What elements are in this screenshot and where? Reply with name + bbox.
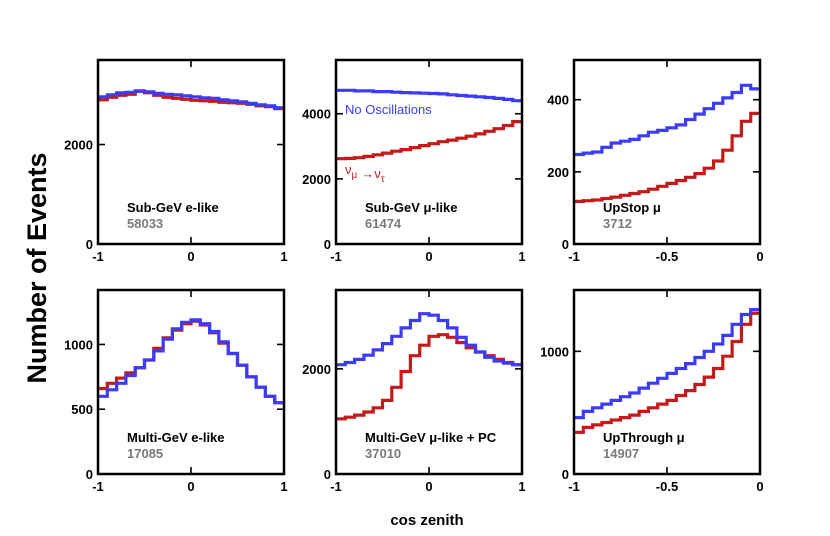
series-no-osc-line bbox=[574, 308, 760, 420]
series-no-osc-line bbox=[574, 83, 760, 157]
y-tick-label: 500 bbox=[71, 402, 93, 417]
plot-frame bbox=[96, 58, 286, 246]
x-tick-label: 1 bbox=[280, 479, 287, 494]
series-no-osc-line bbox=[98, 318, 284, 405]
panel-count: 17085 bbox=[127, 446, 163, 461]
y-tick-label: 2000 bbox=[302, 172, 331, 187]
x-axis-label: cos zenith bbox=[390, 512, 463, 529]
plot-frame bbox=[334, 288, 524, 476]
x-tick-label: 0 bbox=[187, 249, 194, 264]
series-osc-line bbox=[336, 120, 522, 161]
y-tick-label: 200 bbox=[547, 165, 569, 180]
x-tick-label: -1 bbox=[330, 249, 342, 264]
x-tick-label: 1 bbox=[280, 249, 287, 264]
panel-label: Multi-GeV e-like bbox=[127, 430, 225, 445]
x-tick-label: 1 bbox=[518, 479, 525, 494]
plot-frame bbox=[334, 58, 524, 246]
panel-count: 37010 bbox=[365, 446, 401, 461]
y-tick-label: 0 bbox=[324, 467, 331, 482]
y-tick-label: 0 bbox=[562, 237, 569, 252]
y-axis-label: Number of Events bbox=[22, 152, 52, 383]
y-tick-label: 0 bbox=[86, 467, 93, 482]
y-tick-label: 1000 bbox=[64, 337, 93, 352]
panel-count: 61474 bbox=[365, 216, 402, 231]
x-tick-label: 0 bbox=[756, 479, 763, 494]
panel-label: Multi-GeV μ-like + PC bbox=[365, 430, 497, 445]
panel-label: UpThrough μ bbox=[603, 430, 685, 445]
y-tick-label: 0 bbox=[86, 237, 93, 252]
series-osc-line bbox=[574, 311, 760, 434]
y-tick-label: 1000 bbox=[540, 344, 569, 359]
y-tick-label: 0 bbox=[324, 237, 331, 252]
x-tick-label: 0 bbox=[425, 249, 432, 264]
series-osc-line bbox=[98, 319, 284, 405]
y-tick-label: 2000 bbox=[302, 362, 331, 377]
series-no-osc-line bbox=[98, 89, 284, 110]
x-tick-label: 1 bbox=[518, 249, 525, 264]
x-tick-label: -1 bbox=[330, 479, 342, 494]
x-tick-label: -0.5 bbox=[656, 249, 678, 264]
x-tick-label: -1 bbox=[568, 249, 580, 264]
y-tick-label: 0 bbox=[562, 467, 569, 482]
panel-label: Sub-GeV e-like bbox=[127, 200, 219, 215]
panel-label: Sub-GeV μ-like bbox=[365, 200, 457, 215]
panel-count: 14907 bbox=[603, 446, 639, 461]
x-tick-label: 0 bbox=[425, 479, 432, 494]
panel-label: UpStop μ bbox=[603, 200, 661, 215]
series-no-osc-line bbox=[336, 312, 522, 367]
series-no-osc-line bbox=[336, 88, 522, 103]
annotation-no-oscillations: No Oscillations bbox=[345, 102, 432, 117]
series-osc-line bbox=[336, 333, 522, 421]
panel-count: 58033 bbox=[127, 216, 163, 231]
x-tick-label: -1 bbox=[92, 249, 104, 264]
y-tick-label: 4000 bbox=[302, 107, 331, 122]
x-tick-label: 0 bbox=[756, 249, 763, 264]
plot-frame bbox=[572, 288, 762, 476]
x-tick-label: -1 bbox=[568, 479, 580, 494]
series-osc-line bbox=[574, 111, 760, 203]
y-tick-label: 2000 bbox=[64, 138, 93, 153]
y-tick-label: 400 bbox=[547, 93, 569, 108]
x-tick-label: -1 bbox=[92, 479, 104, 494]
panel-count: 3712 bbox=[603, 216, 632, 231]
x-tick-label: 0 bbox=[187, 479, 194, 494]
annotation-oscillation: νμ →ντ bbox=[345, 162, 385, 185]
x-tick-label: -0.5 bbox=[656, 479, 678, 494]
